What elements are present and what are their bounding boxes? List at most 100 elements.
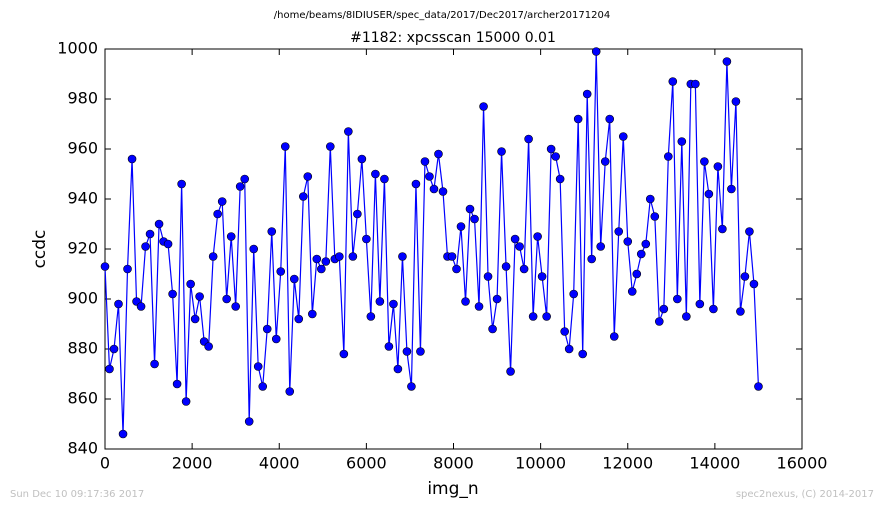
y-tick-label: 1000 xyxy=(57,39,98,58)
x-tick-label: 16000 xyxy=(777,454,828,473)
footer-right: spec2nexus, (C) 2014-2017 xyxy=(736,489,874,500)
point xyxy=(452,264,461,274)
point xyxy=(154,219,164,229)
y-tick-label: 960 xyxy=(67,139,98,158)
point xyxy=(109,344,119,354)
point xyxy=(745,227,754,236)
point xyxy=(123,264,132,274)
point xyxy=(632,269,642,279)
point xyxy=(389,299,398,309)
point xyxy=(596,242,605,251)
point xyxy=(501,262,511,271)
x-tick-label: 12000 xyxy=(602,454,653,473)
point xyxy=(605,114,615,124)
point xyxy=(691,79,700,89)
point xyxy=(709,304,718,314)
point xyxy=(492,294,502,304)
point xyxy=(582,89,592,99)
point xyxy=(308,309,317,319)
point xyxy=(636,249,646,259)
point xyxy=(289,274,299,284)
point xyxy=(524,134,533,144)
x-tick-label: 10000 xyxy=(515,454,566,473)
point xyxy=(461,297,470,306)
point xyxy=(722,57,732,66)
y-tick-label: 980 xyxy=(67,89,98,108)
point xyxy=(398,252,407,261)
point xyxy=(114,299,123,309)
point xyxy=(474,302,484,311)
point xyxy=(546,144,556,154)
point xyxy=(600,157,610,166)
point xyxy=(141,242,150,251)
point xyxy=(614,227,624,236)
point xyxy=(641,239,651,249)
point xyxy=(181,397,191,406)
point xyxy=(713,162,723,171)
x-tick-label: 2000 xyxy=(172,454,213,473)
point xyxy=(645,194,655,204)
point xyxy=(429,184,439,194)
point xyxy=(145,229,155,239)
point xyxy=(362,234,371,244)
point xyxy=(528,312,538,321)
point xyxy=(569,289,578,299)
point xyxy=(326,142,335,151)
point xyxy=(163,239,173,249)
point xyxy=(195,292,204,301)
point xyxy=(623,237,633,246)
point xyxy=(285,387,295,396)
point xyxy=(542,312,551,321)
y-tick-label: 900 xyxy=(67,289,98,308)
y-tick-label: 860 xyxy=(67,389,98,408)
point xyxy=(555,174,565,184)
y-tick-label: 920 xyxy=(67,239,98,258)
point xyxy=(416,347,425,356)
point xyxy=(718,224,727,234)
x-axis-label: img_n xyxy=(427,479,478,499)
point xyxy=(312,254,322,264)
series-line xyxy=(104,51,760,435)
point xyxy=(127,154,137,164)
point xyxy=(321,257,331,266)
point xyxy=(353,209,362,219)
point xyxy=(447,252,457,261)
point xyxy=(573,114,583,124)
point xyxy=(488,324,497,334)
point xyxy=(677,137,687,146)
point xyxy=(533,232,542,241)
point xyxy=(348,252,358,261)
point xyxy=(736,307,745,316)
point xyxy=(258,382,268,391)
point xyxy=(434,149,443,159)
point xyxy=(673,294,682,304)
point xyxy=(618,132,628,141)
point xyxy=(510,234,520,244)
point xyxy=(253,362,263,371)
point xyxy=(425,172,434,181)
point xyxy=(627,287,637,296)
point xyxy=(506,367,515,376)
point xyxy=(470,214,479,224)
point xyxy=(668,77,678,86)
point xyxy=(384,342,394,351)
point xyxy=(650,212,660,221)
point xyxy=(537,272,547,281)
point xyxy=(280,142,290,151)
point xyxy=(217,197,227,206)
point xyxy=(749,279,759,289)
point xyxy=(244,417,254,426)
point xyxy=(335,252,344,261)
point xyxy=(578,349,588,359)
point xyxy=(551,152,560,161)
point xyxy=(740,272,750,281)
point xyxy=(339,349,349,359)
point xyxy=(208,252,218,261)
point xyxy=(294,314,304,324)
point xyxy=(344,127,353,136)
point xyxy=(136,302,146,311)
y-tick-label: 940 xyxy=(67,189,98,208)
point xyxy=(100,262,110,271)
